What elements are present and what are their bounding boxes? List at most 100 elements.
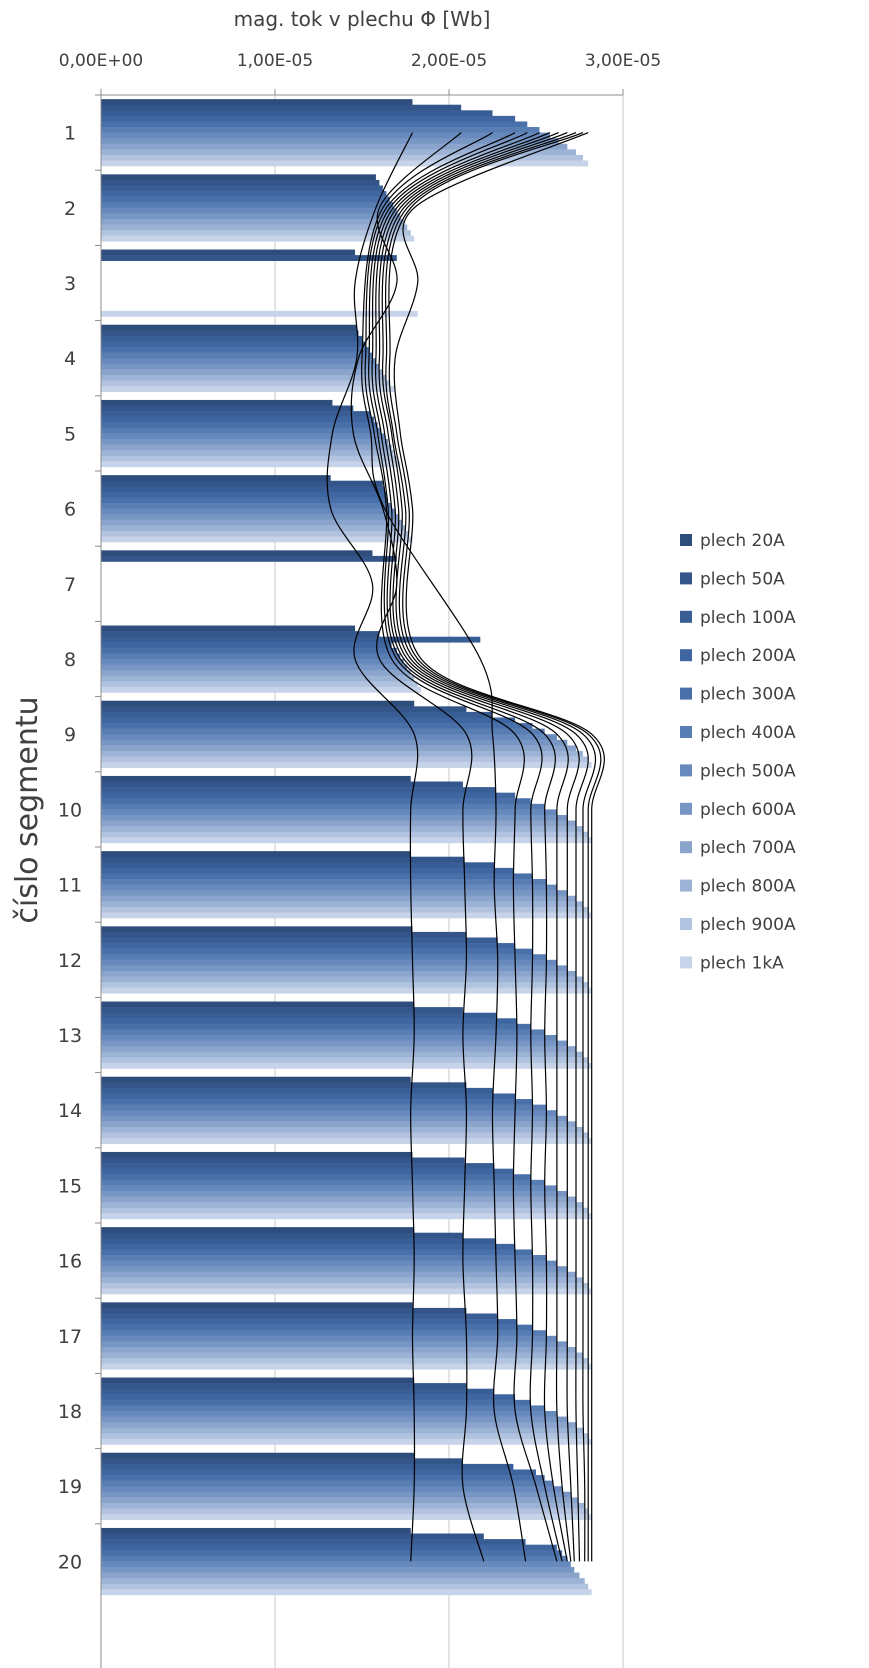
bar	[101, 1057, 589, 1064]
bar	[101, 380, 390, 387]
x-tick-label: 3,00E-05	[585, 51, 661, 71]
bar	[101, 1572, 580, 1579]
bar	[101, 525, 406, 532]
bar	[101, 461, 401, 468]
bar	[101, 1138, 592, 1144]
bar	[101, 837, 592, 844]
legend: plech 20A plech 50A plech 100A plech 200A pl…	[680, 531, 796, 973]
bar	[101, 1405, 545, 1412]
bar	[101, 1110, 557, 1117]
bar	[101, 1589, 592, 1596]
bar	[101, 1082, 467, 1089]
bar	[101, 1046, 577, 1053]
bar	[101, 132, 550, 139]
bar	[101, 912, 592, 919]
bar	[101, 798, 531, 805]
bar	[101, 681, 418, 688]
bar	[101, 1232, 463, 1239]
bar	[101, 1023, 531, 1030]
y-tick-label: 11	[58, 875, 82, 897]
bar	[101, 831, 589, 838]
bar	[101, 1126, 583, 1133]
bar	[101, 1196, 577, 1203]
bar	[101, 1185, 557, 1192]
bar	[101, 1452, 415, 1459]
bar	[101, 1383, 467, 1389]
bar	[101, 324, 357, 331]
bar	[101, 1062, 592, 1069]
bar	[101, 1076, 411, 1083]
bar	[101, 1550, 563, 1557]
bar	[101, 675, 415, 682]
bar	[101, 374, 387, 381]
bar	[101, 352, 373, 359]
bar	[101, 1190, 568, 1197]
bar	[101, 1502, 585, 1509]
y-tick-label: 5	[64, 423, 76, 445]
bar	[101, 363, 380, 370]
x-tick-label: 0,00E+00	[59, 51, 143, 71]
bar	[101, 127, 540, 133]
trend-curve	[388, 132, 602, 1562]
bar	[101, 1266, 568, 1273]
bar	[101, 1508, 589, 1515]
bar	[101, 954, 547, 961]
bar	[101, 422, 378, 429]
bar	[101, 185, 383, 192]
bar	[101, 330, 359, 337]
trend-curve	[364, 132, 558, 1562]
bar	[101, 1533, 484, 1540]
bar	[101, 1561, 571, 1568]
bar	[101, 1277, 583, 1284]
bar	[101, 931, 467, 938]
y-tick-label: 3	[64, 273, 76, 295]
bar	[101, 213, 401, 220]
bar	[101, 427, 382, 434]
bar	[101, 1202, 583, 1209]
bar	[101, 734, 557, 741]
bar	[101, 491, 387, 498]
legend-label: plech 400A	[700, 723, 796, 743]
bar	[101, 369, 383, 376]
bar	[101, 230, 411, 236]
y-tick-label: 7	[64, 574, 76, 596]
bar	[101, 1007, 463, 1013]
bar	[101, 486, 385, 493]
bar	[101, 1132, 589, 1139]
bar	[101, 1475, 545, 1481]
bar	[101, 1001, 415, 1008]
bar	[101, 1544, 557, 1551]
bar	[101, 341, 366, 348]
bar	[101, 659, 404, 665]
bar	[101, 1352, 583, 1359]
bar	[101, 1514, 592, 1520]
bar	[101, 1319, 517, 1325]
legend-swatch	[680, 726, 692, 738]
bar	[101, 249, 356, 256]
legend-swatch	[680, 802, 692, 815]
legend-swatch	[680, 534, 692, 546]
bar	[101, 224, 408, 231]
bar	[101, 480, 383, 487]
bar	[101, 399, 333, 406]
bar	[101, 873, 533, 880]
trend-curve	[393, 132, 605, 1562]
bar	[101, 1469, 536, 1476]
bar	[101, 943, 516, 949]
bar	[101, 555, 397, 562]
bar	[101, 1399, 531, 1406]
bar	[101, 1179, 545, 1186]
bar	[101, 653, 401, 660]
bar	[101, 987, 592, 994]
bar	[101, 1271, 577, 1278]
bar	[101, 455, 397, 462]
legend-swatch	[680, 918, 692, 930]
bar	[101, 450, 394, 457]
y-tick-label: 14	[58, 1100, 82, 1122]
bar	[101, 1427, 583, 1434]
bar	[101, 1358, 589, 1364]
bar	[101, 781, 463, 788]
legend-label: plech 800A	[700, 877, 796, 897]
bar	[101, 1480, 554, 1487]
bar	[101, 1527, 411, 1534]
